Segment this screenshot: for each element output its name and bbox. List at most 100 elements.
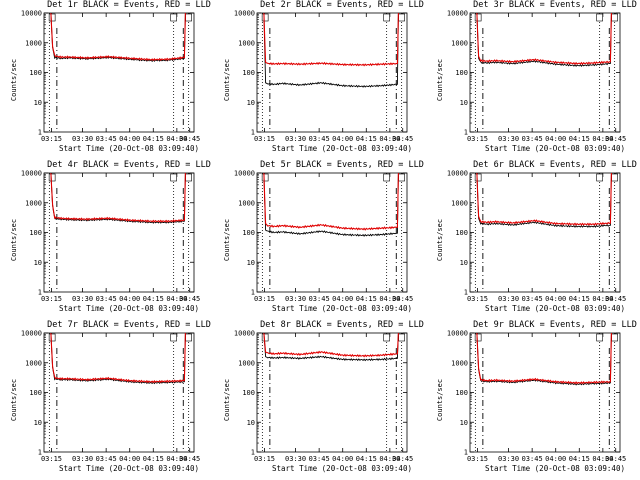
y-tick-label: 1 <box>464 129 468 137</box>
y-tick-label: 1 <box>464 289 468 297</box>
y-tick-label: 10000 <box>21 10 42 18</box>
x-tick-label: 04:30 <box>379 455 400 463</box>
y-tick-label: 10 <box>34 419 42 427</box>
y-tick-label: 100 <box>455 69 468 77</box>
x-tick-label: 04:45 <box>392 455 413 463</box>
chart-title: Det 7r BLACK = Events, RED = LLD <box>47 320 211 330</box>
saa-flag-marker <box>48 173 56 182</box>
chart-svg: 1 10 100 1000 10000 03:15 03:30 03:45 04:00 04:15… <box>21 330 200 464</box>
y-tick-label: 10000 <box>447 10 468 18</box>
plot-frame <box>256 332 408 453</box>
y-tick-label: 10 <box>460 99 468 107</box>
x-tick-label: 03:30 <box>72 455 93 463</box>
x-tick-label: 04:15 <box>356 135 377 143</box>
chart-title: Det 3r BLACK = Events, RED = LLD <box>473 0 637 10</box>
x-tick-label: 04:30 <box>166 295 187 303</box>
saa-flag-marker <box>398 13 405 22</box>
chart-svg: 1 10 100 1000 10000 03:15 03:30 03:45 04:00 04:15… <box>447 170 626 304</box>
detector-panel: Det 5r BLACK = Events, RED = LLD Start Ti… <box>213 160 426 320</box>
detector-panel: Det 4r BLACK = Events, RED = LLD Start Ti… <box>0 160 213 320</box>
y-tick-label: 1000 <box>25 359 42 367</box>
x-tick-label: 03:45 <box>522 455 543 463</box>
x-tick-label: 03:30 <box>498 135 519 143</box>
lld-series-line <box>50 172 186 223</box>
x-axis-label: Start Time (20-Oct-08 03:09:40) <box>485 304 625 313</box>
events-series-line <box>476 12 612 67</box>
y-tick-label: 10 <box>247 419 255 427</box>
x-tick-label: 03:45 <box>309 455 330 463</box>
x-tick-label: 04:30 <box>379 295 400 303</box>
y-tick-label: 1 <box>38 129 42 137</box>
x-tick-label: 03:15 <box>467 295 488 303</box>
x-tick-label: 04:45 <box>392 295 413 303</box>
y-tick-label: 10000 <box>21 330 42 338</box>
y-tick-label: 100 <box>29 229 42 237</box>
x-tick-label: 03:15 <box>254 135 275 143</box>
lld-series-line <box>50 332 186 384</box>
saa-flag-marker <box>170 173 177 182</box>
y-tick-label: 10 <box>460 259 468 267</box>
x-tick-label: 04:30 <box>592 455 613 463</box>
detector-panel: Det 8r BLACK = Events, RED = LLD Start Ti… <box>213 320 426 480</box>
chart-svg: 1 10 100 1000 10000 03:15 03:30 03:45 04:00 04:15… <box>21 170 200 304</box>
y-tick-label: 1 <box>464 449 468 457</box>
y-tick-label: 10000 <box>234 10 255 18</box>
x-tick-label: 03:15 <box>467 135 488 143</box>
y-tick-label: 1 <box>38 449 42 457</box>
lld-series-line <box>476 12 612 66</box>
x-tick-label: 03:15 <box>41 295 62 303</box>
plot-frame <box>469 332 621 453</box>
x-tick-label: 04:15 <box>356 455 377 463</box>
plot-frame <box>43 172 195 293</box>
saa-flag-marker <box>596 173 603 182</box>
x-tick-label: 03:45 <box>522 295 543 303</box>
x-tick-label: 04:00 <box>545 455 566 463</box>
detector-panel: Det 3r BLACK = Events, RED = LLD Start Ti… <box>426 0 639 160</box>
plot-frame <box>469 12 621 133</box>
x-tick-label: 03:45 <box>96 455 117 463</box>
x-tick-label: 03:30 <box>498 295 519 303</box>
x-tick-label: 03:45 <box>309 135 330 143</box>
x-axis-label: Start Time (20-Oct-08 03:09:40) <box>272 304 412 313</box>
chart-title: Det 4r BLACK = Events, RED = LLD <box>47 160 211 170</box>
x-tick-label: 04:15 <box>569 295 590 303</box>
events-series-line <box>476 332 612 386</box>
x-axis-label: Start Time (20-Oct-08 03:09:40) <box>485 464 625 473</box>
saa-flag-marker <box>383 173 390 182</box>
y-tick-label: 1000 <box>25 199 42 207</box>
events-series-line <box>263 332 399 362</box>
detector-panel: Det 2r BLACK = Events, RED = LLD Start Ti… <box>213 0 426 160</box>
saa-flag-marker <box>185 333 192 342</box>
plot-frame <box>43 12 195 133</box>
y-tick-label: 10000 <box>234 170 255 178</box>
y-tick-label: 10 <box>460 419 468 427</box>
chart-title: Det 6r BLACK = Events, RED = LLD <box>473 160 637 170</box>
lld-series-line <box>476 332 612 385</box>
x-tick-label: 04:15 <box>143 295 164 303</box>
saa-flag-marker <box>261 333 269 342</box>
x-tick-label: 04:45 <box>392 135 413 143</box>
y-tick-label: 1 <box>251 449 255 457</box>
x-tick-label: 04:00 <box>332 135 353 143</box>
y-tick-label: 100 <box>242 69 255 77</box>
saa-flag-marker <box>474 13 482 22</box>
lld-series-line <box>263 172 399 231</box>
saa-flag-marker <box>261 173 269 182</box>
y-tick-label: 10000 <box>234 330 255 338</box>
x-tick-label: 03:15 <box>254 295 275 303</box>
saa-flag-marker <box>398 173 405 182</box>
saa-flag-marker <box>185 13 192 22</box>
x-tick-label: 04:00 <box>119 295 140 303</box>
y-tick-label: 1000 <box>238 199 255 207</box>
x-tick-label: 03:30 <box>285 295 306 303</box>
x-tick-label: 04:45 <box>179 135 200 143</box>
x-tick-label: 04:45 <box>605 455 626 463</box>
chart-title: Det 8r BLACK = Events, RED = LLD <box>260 320 424 330</box>
chart-svg: 1 10 100 1000 10000 03:15 03:30 03:45 04:00 04:15… <box>447 330 626 464</box>
plot-frame <box>469 172 621 293</box>
x-tick-label: 03:30 <box>72 135 93 143</box>
saa-flag-marker <box>596 333 603 342</box>
saa-flag-marker <box>383 333 390 342</box>
y-tick-label: 1000 <box>238 359 255 367</box>
